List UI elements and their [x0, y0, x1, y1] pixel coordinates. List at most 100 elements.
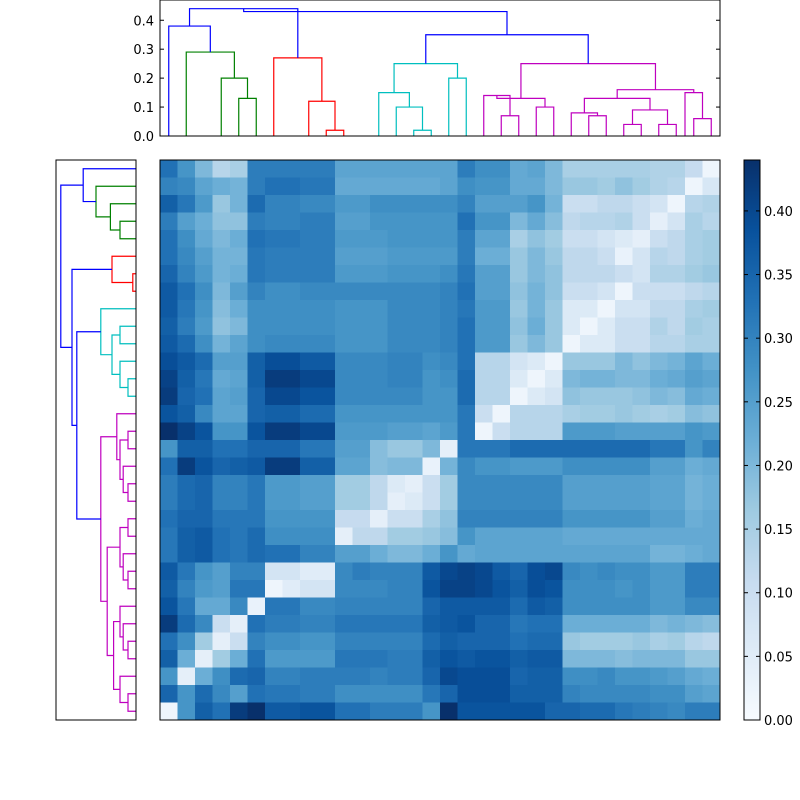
- heatmap-cell: [387, 265, 406, 283]
- heatmap-cell: [212, 160, 231, 178]
- heatmap-cell: [212, 597, 231, 616]
- heatmap-cell: [685, 702, 703, 721]
- heatmap-cell: [667, 685, 686, 703]
- heatmap-cell: [317, 300, 336, 318]
- top-dendrogram-link: [273, 57, 323, 136]
- heatmap-cell: [475, 177, 493, 196]
- heatmap-cell: [177, 650, 196, 668]
- heatmap-cell: [440, 265, 458, 283]
- heatmap-cell: [702, 650, 721, 668]
- heatmap-cell: [580, 492, 598, 511]
- heatmap-cell: [615, 597, 633, 616]
- heatmap-cell: [230, 300, 248, 318]
- heatmap-cell: [545, 265, 563, 283]
- heatmap-cell: [580, 300, 598, 318]
- heatmap-cell: [422, 492, 441, 511]
- heatmap-cell: [615, 650, 633, 668]
- heatmap-cell: [562, 160, 581, 178]
- heatmap-cell: [282, 597, 301, 616]
- heatmap-cell: [492, 300, 511, 318]
- heatmap-cell: [212, 685, 231, 703]
- heatmap-cell: [510, 177, 528, 196]
- heatmap-cell: [265, 475, 283, 493]
- heatmap-cell: [492, 317, 511, 336]
- colorbar-tick-label: 0.05: [764, 650, 793, 665]
- heatmap-cell: [475, 632, 493, 651]
- left-dendrogram-link: [127, 640, 136, 660]
- heatmap-cell: [195, 300, 213, 318]
- heatmap-cell: [440, 685, 458, 703]
- heatmap-cell: [212, 702, 231, 721]
- heatmap-cell: [545, 405, 563, 423]
- left-dendrogram-link: [71, 268, 112, 426]
- heatmap-cell: [230, 317, 248, 336]
- heatmap-cell: [702, 247, 721, 266]
- heatmap-cell: [650, 317, 668, 336]
- heatmap-cell: [650, 422, 668, 441]
- left-dendrogram-link: [119, 220, 136, 240]
- heatmap-cell: [195, 562, 213, 581]
- heatmap-cell: [352, 300, 371, 318]
- heatmap-cell: [580, 702, 598, 721]
- heatmap-cell: [370, 370, 388, 388]
- heatmap-cell: [510, 440, 528, 458]
- heatmap-cell: [615, 352, 633, 371]
- heatmap-cell: [317, 370, 336, 388]
- heatmap-cell: [335, 405, 353, 423]
- heatmap-cell: [335, 475, 353, 493]
- heatmap-cell: [667, 422, 686, 441]
- heatmap-cell: [230, 177, 248, 196]
- heatmap-cell: [562, 545, 581, 563]
- heatmap-cell: [440, 527, 458, 546]
- top-dendrogram-tick-label: 0.3: [133, 43, 154, 58]
- heatmap-cell: [177, 212, 196, 231]
- heatmap-cell: [282, 580, 301, 598]
- heatmap-cell: [685, 545, 703, 563]
- heatmap-cell: [597, 160, 616, 178]
- heatmap-cell: [492, 457, 511, 476]
- heatmap-cell: [247, 457, 266, 476]
- heatmap-cell: [527, 545, 546, 563]
- heatmap-cell: [212, 457, 231, 476]
- heatmap-cell: [667, 632, 686, 651]
- heatmap-cell: [247, 685, 266, 703]
- heatmap-cell: [650, 212, 668, 231]
- heatmap-cell: [702, 597, 721, 616]
- heatmap-cell: [440, 475, 458, 493]
- top-dendrogram-tick-label: 0.0: [133, 130, 154, 145]
- heatmap-cell: [492, 650, 511, 668]
- heatmap-cell: [545, 667, 563, 686]
- heatmap-cell: [510, 685, 528, 703]
- heatmap-cell: [632, 212, 651, 231]
- heatmap-cell: [282, 247, 301, 266]
- heatmap-cell: [492, 702, 511, 721]
- heatmap-cell: [160, 212, 178, 231]
- heatmap-cell: [667, 335, 686, 353]
- heatmap-cell: [580, 632, 598, 651]
- heatmap-cell: [580, 545, 598, 563]
- heatmap-cell: [282, 650, 301, 668]
- heatmap-cell: [702, 580, 721, 598]
- heatmap-cell: [457, 300, 476, 318]
- heatmap-cell: [510, 527, 528, 546]
- heatmap-cell: [405, 282, 423, 301]
- heatmap-cell: [352, 212, 371, 231]
- heatmap-cell: [387, 352, 406, 371]
- heatmap-cell: [300, 667, 318, 686]
- heatmap-cell: [282, 212, 301, 231]
- heatmap-cell: [440, 650, 458, 668]
- heatmap-cell: [422, 317, 441, 336]
- heatmap-cell: [440, 667, 458, 686]
- heatmap-cell: [387, 160, 406, 178]
- heatmap-cell: [212, 335, 231, 353]
- heatmap-cell: [195, 247, 213, 266]
- heatmap-cell: [387, 317, 406, 336]
- heatmap-cell: [650, 702, 668, 721]
- left-dendrogram-link: [109, 203, 136, 231]
- heatmap-cell: [422, 702, 441, 721]
- heatmap-cell: [440, 702, 458, 721]
- heatmap-cell: [632, 160, 651, 178]
- heatmap-cell: [265, 702, 283, 721]
- heatmap-cell: [580, 352, 598, 371]
- heatmap-cell: [667, 405, 686, 423]
